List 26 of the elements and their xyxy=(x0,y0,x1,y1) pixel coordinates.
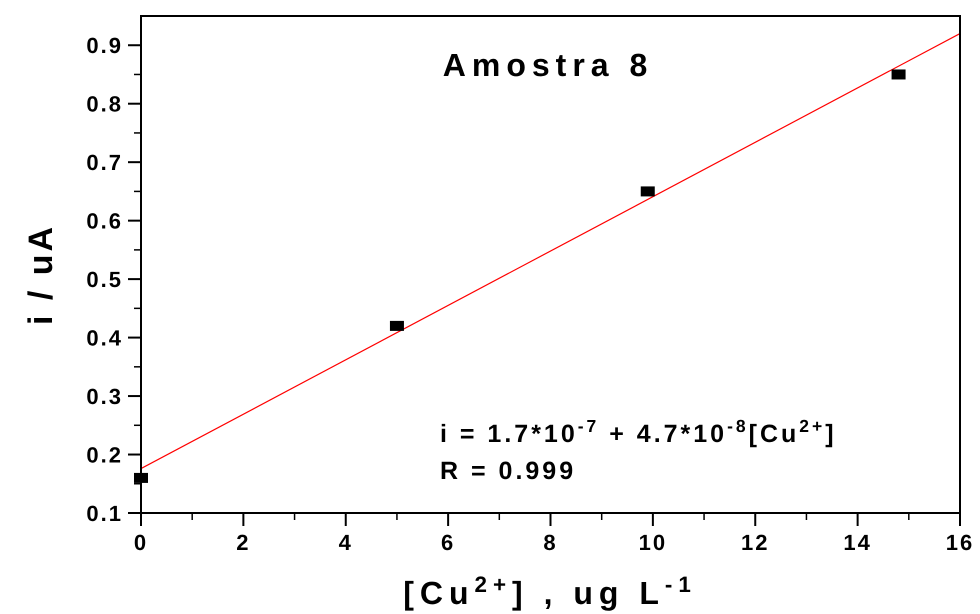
y-axis-title: i / uA xyxy=(22,224,60,326)
x-tick-label: 10 xyxy=(638,530,668,555)
y-tick-label: 0.3 xyxy=(86,384,123,410)
annotation: R = 0.999 xyxy=(440,457,576,485)
text: Amostra 8 xyxy=(442,47,654,83)
x-tick-label: 8 xyxy=(543,530,558,555)
y-tick-label: 0.2 xyxy=(86,442,123,468)
y-tick-label: 0.4 xyxy=(86,326,123,351)
x-tick-label: 0 xyxy=(134,530,148,555)
annotation: i = 1.7*10$^{-7}$ + 4.7*10$^{-8}$[Cu$^{2+}$] xyxy=(440,416,837,448)
y-tick-label: 0.9 xyxy=(86,33,123,58)
point xyxy=(640,186,655,196)
y-tick-label: 0.1 xyxy=(86,501,123,526)
y-tick-label: 0.8 xyxy=(86,92,123,117)
point xyxy=(892,69,906,80)
x-tick-label: 6 xyxy=(441,530,456,555)
point xyxy=(390,320,404,331)
x-tick-label: 2 xyxy=(236,530,250,555)
x-axis-title: [Cu$^{2+}$] , ug L$^{-1}$ xyxy=(403,572,697,611)
y-tick-label: 0.5 xyxy=(86,267,123,292)
x-tick-label: 4 xyxy=(338,530,353,555)
x-tick-label: 12 xyxy=(741,530,770,555)
x-tick-label: 14 xyxy=(843,530,872,555)
y-tick-label: 0.7 xyxy=(86,150,123,176)
y-tick-label: 0.6 xyxy=(86,208,123,234)
x-tick-label: 16 xyxy=(946,530,974,555)
